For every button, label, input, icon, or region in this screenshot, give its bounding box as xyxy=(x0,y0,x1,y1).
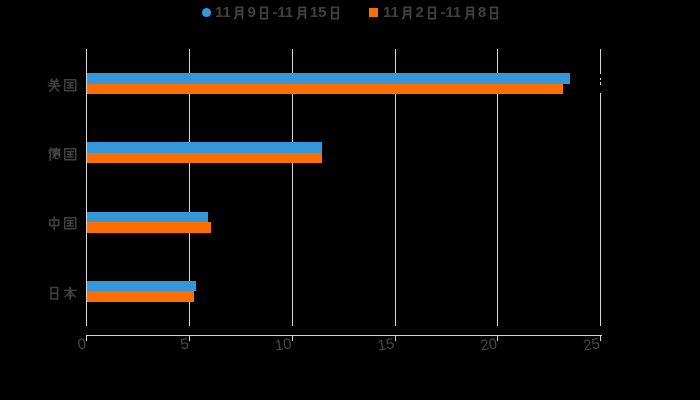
svg-text:10: 10 xyxy=(274,335,293,354)
svg-text:0: 0 xyxy=(77,335,88,353)
svg-text:15: 15 xyxy=(377,335,396,354)
svg-text:25: 25 xyxy=(582,335,601,354)
svg-text:20: 20 xyxy=(479,335,498,354)
svg-text:5: 5 xyxy=(179,335,190,353)
